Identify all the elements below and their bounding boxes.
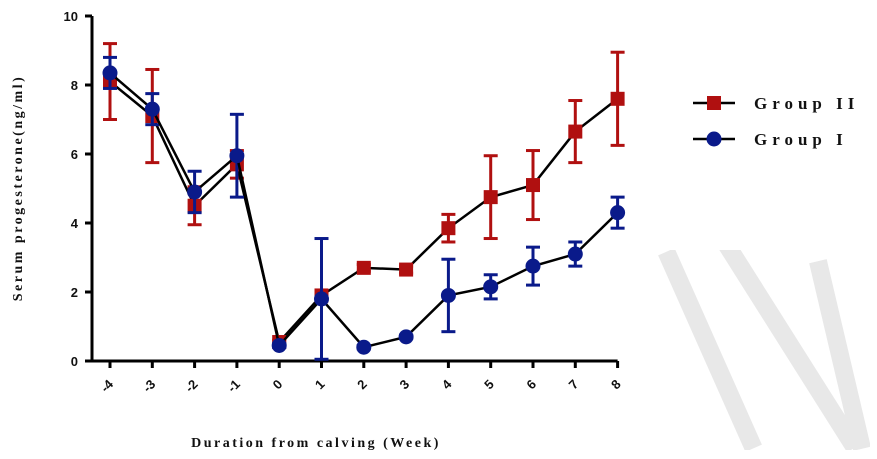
- data-point-circle: [314, 291, 329, 307]
- data-point-square: [441, 221, 456, 236]
- data-point-circle: [187, 184, 203, 200]
- y-tick-label: 2: [71, 285, 78, 300]
- x-tick-label: -2: [182, 377, 201, 396]
- data-point-circle: [483, 279, 499, 295]
- data-point-square: [483, 190, 498, 205]
- y-tick-label: 6: [71, 147, 78, 162]
- data-point-circle: [398, 329, 414, 345]
- y-axis-title: Serum progesterone(ng/ml): [11, 75, 26, 301]
- x-tick-label: 3: [396, 377, 412, 393]
- legend-label: Group II: [754, 94, 859, 113]
- series-layer: [102, 42, 626, 361]
- data-point-circle: [356, 339, 372, 355]
- x-tick-label: 1: [312, 377, 328, 393]
- x-tick-label: 0: [270, 377, 286, 393]
- legend-label: Group I: [754, 130, 848, 149]
- y-tick-label: 4: [71, 216, 79, 231]
- x-tick-label: 4: [439, 376, 455, 392]
- x-tick-label: -1: [224, 377, 243, 396]
- legend-marker-square: [707, 96, 721, 110]
- legend: Group II Group I: [693, 94, 859, 149]
- series-group-i: [102, 55, 626, 361]
- data-point-circle: [229, 148, 245, 164]
- y-tick-label: 0: [71, 354, 78, 369]
- data-point-square: [568, 124, 583, 139]
- x-tick-label: 7: [566, 377, 582, 393]
- data-point-circle: [102, 65, 118, 81]
- x-axis-title: Duration from calving (Week): [191, 436, 441, 451]
- y-tick-label: 10: [64, 9, 78, 24]
- data-point-square: [399, 262, 414, 277]
- data-point-square: [526, 178, 540, 193]
- data-point-circle: [525, 258, 541, 274]
- x-tick-label: 5: [481, 377, 497, 393]
- legend-marker-circle: [706, 131, 722, 147]
- y-tick-label: 8: [71, 78, 78, 93]
- data-point-circle: [610, 205, 626, 221]
- x-tick-label: 6: [523, 377, 539, 393]
- x-tick-label: -4: [97, 376, 116, 395]
- data-point-circle: [144, 101, 160, 117]
- data-point-circle: [440, 287, 456, 303]
- data-point-circle: [567, 246, 583, 262]
- series-line: [109, 71, 619, 349]
- x-tick-label: 8: [608, 377, 624, 393]
- x-tick-label: 2: [354, 377, 370, 393]
- data-point-square: [356, 260, 371, 275]
- series-line: [109, 80, 619, 345]
- x-tick-label: -3: [140, 377, 159, 396]
- axes: 0 2 4 6 8 10 -4 -3 -2 -1 0 1 2 3 4 5 6 7 8: [64, 9, 624, 395]
- data-point-circle: [271, 337, 287, 353]
- data-point-square: [610, 91, 625, 106]
- series-group-ii: [103, 42, 625, 350]
